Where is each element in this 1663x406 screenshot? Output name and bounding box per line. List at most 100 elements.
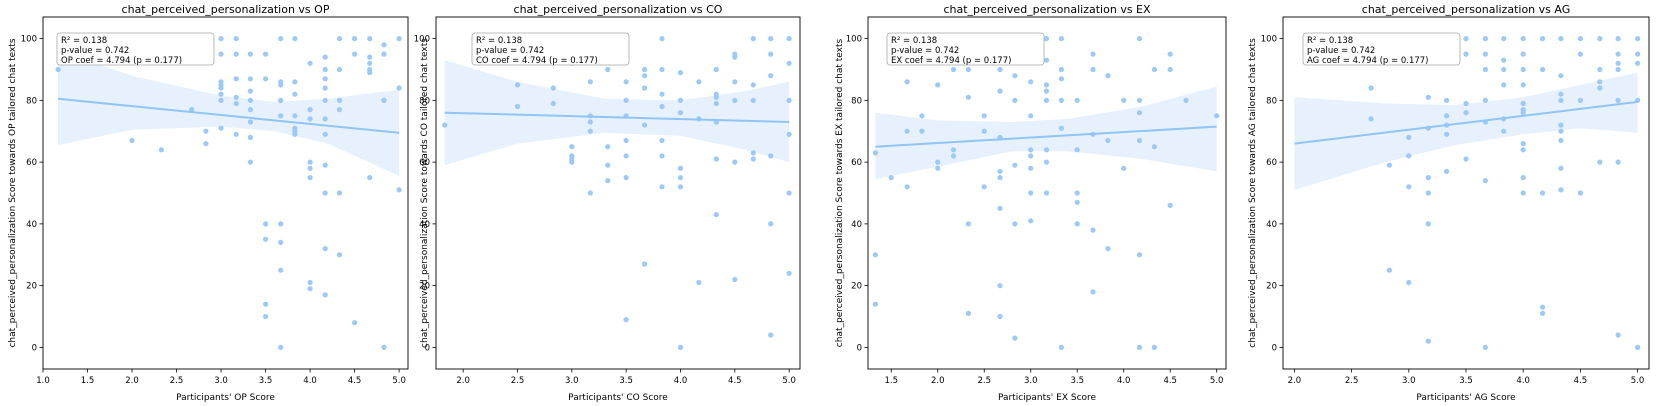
data-point [307,60,313,66]
data-point [768,73,774,79]
stats-r-squared: R² = 0.138 [61,36,107,46]
data-point [1074,147,1080,153]
data-point [872,301,879,307]
data-point [263,313,269,320]
plot-frame [435,16,801,370]
data-point [569,144,575,150]
y-axis-label: chat_perceived_personalization Score tow… [1248,38,1258,348]
data-point [1136,252,1143,258]
data-point [605,162,611,168]
data-point [981,128,987,134]
data-point [1151,66,1157,73]
data-point [1482,51,1488,57]
data-point [677,184,684,190]
data-point [247,76,253,82]
chart-title: chat_perceived_personalization vs OP [122,3,330,16]
stats-box-frame [1302,32,1461,66]
data-point [1058,66,1064,73]
data-point [1558,91,1564,97]
y-tick-label: 60 [26,158,37,168]
data-point [1043,82,1050,88]
data-point [919,113,925,119]
x-axis-label: Participants' OP Score [176,393,275,403]
data-point [713,66,719,73]
data-point [1090,227,1096,233]
data-point [997,283,1003,289]
x-tick-label: 4.5 [1163,376,1177,386]
stats-box: R² = 0.138 p-value = 0.742 OP coef = 4.7… [56,32,215,66]
data-point [307,107,313,113]
data-point [1406,279,1412,286]
y-tick-label: 40 [1266,220,1277,230]
x-tick-label: 5.0 [392,376,406,386]
data-point [997,175,1003,181]
data-point [336,97,343,103]
x-tick-label: 4.0 [303,376,317,386]
data-point [233,51,239,57]
data-point [129,137,135,144]
data-point [278,221,284,227]
data-point [587,119,593,125]
data-point [218,51,224,57]
data-point [1043,147,1050,153]
data-point [247,159,253,165]
data-point [278,344,284,350]
data-point [367,175,373,181]
data-point [965,66,972,73]
data-point [322,85,328,91]
data-point [1136,110,1143,116]
data-point [1635,60,1641,66]
data-point [247,88,253,94]
data-point [1520,36,1526,42]
confidence-band [444,60,790,166]
data-point [1558,187,1564,193]
data-point [1105,246,1111,252]
data-point [642,261,648,267]
data-point [247,97,253,103]
subplot-ex: chat_perceived_personalization vs EX 1.5… [835,3,1227,403]
data-point [696,279,702,286]
data-point [1615,159,1621,165]
x-tick-label: 2.5 [511,376,525,386]
data-point [550,85,556,91]
data-point [322,97,328,103]
y-axis-label: chat_perceived_personalization Score tow… [8,38,18,347]
data-point [381,344,387,350]
y-tick-label: 40 [419,220,430,230]
x-tick-label: 2.0 [125,376,139,386]
data-point [1501,128,1507,134]
data-point [1558,165,1564,171]
data-point [189,107,195,113]
data-point [659,66,665,73]
data-point [352,320,358,326]
stats-p-value: p-value = 0.742 [1307,46,1375,56]
subplot-co: chat_perceived_personalization vs CO 2.0… [414,3,801,403]
data-point [514,82,521,88]
data-point [1577,36,1583,42]
data-point [713,100,719,107]
y-tick-label: 60 [1266,158,1277,168]
data-point [263,76,269,82]
data-point [322,162,328,168]
data-point [1386,267,1392,273]
data-point [1615,66,1621,73]
data-point [623,175,629,181]
confidence-band [875,86,1217,180]
data-point [396,85,402,91]
data-point [367,54,373,60]
data-point [1501,66,1507,73]
data-point [263,301,269,307]
data-point [1090,289,1096,295]
data-point [1540,66,1546,73]
data-point [965,94,972,100]
data-point [1463,156,1469,162]
data-point [1520,175,1526,181]
data-point [1540,310,1546,316]
data-point [1028,79,1034,85]
data-point [367,60,373,66]
data-point [1520,66,1526,73]
x-tick-label: 1.5 [884,376,898,386]
data-point [997,66,1003,73]
x-tick-label: 4.5 [348,376,362,386]
